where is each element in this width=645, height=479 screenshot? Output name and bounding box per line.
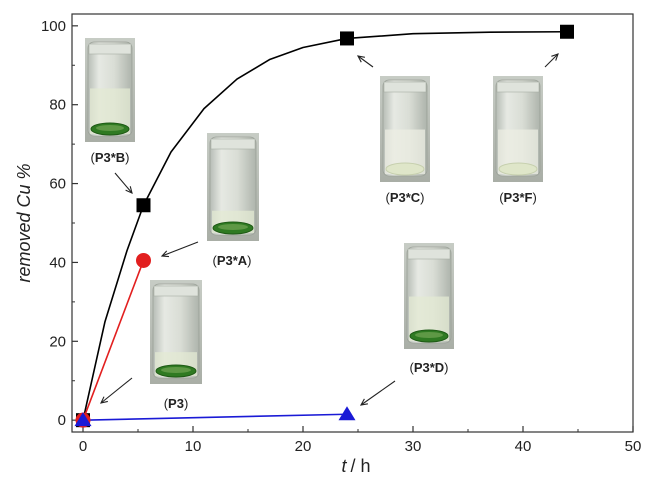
label-p3b: (P3*B) (90, 150, 129, 165)
series-line-1 (82, 30, 568, 421)
vial-neck (496, 81, 540, 93)
data-point-s2-2 (136, 252, 151, 268)
arrow-p3a (160, 241, 199, 258)
x-axis-unit: / h (351, 456, 371, 476)
label-p3f: (P3*F) (499, 190, 537, 205)
vial-p3b (85, 38, 135, 142)
vial-neck (210, 138, 256, 150)
y-tick-label: 100 (41, 18, 66, 35)
vial-precipitate (385, 162, 425, 176)
label-p3d: (P3*D) (409, 360, 448, 375)
arrow-shaft (114, 172, 133, 194)
series-line-2 (82, 260, 145, 421)
vial-photos: (P3*B) (P3*A) (P3) (P3*C) (P3*F) (P3*D) (85, 38, 543, 411)
vial-p3c (380, 76, 430, 182)
vial-highlight (96, 125, 124, 131)
label-p3: (P3) (164, 396, 189, 411)
arrow-p3d (359, 380, 396, 406)
series-lines (82, 30, 568, 421)
arrow-head (356, 55, 365, 63)
x-tick-label: 40 (515, 438, 532, 455)
arrow-head (100, 396, 108, 404)
x-axis-label: t / h (341, 456, 370, 476)
vial-p3 (150, 280, 202, 384)
x-axis-variable: t (341, 456, 347, 476)
vial-neck (153, 285, 199, 297)
vial-p3f (493, 76, 543, 182)
y-tick-label: 0 (58, 412, 66, 429)
arrow-p3b (114, 172, 133, 194)
vial-glass (209, 136, 257, 236)
arrow-shaft (544, 53, 559, 68)
x-tick-label: 30 (405, 438, 422, 455)
data-point-s3-1 (74, 412, 92, 427)
arrow-p3 (100, 377, 133, 404)
axis-ticks: 0 10 20 30 40 50 0 20 40 60 80 100 (41, 18, 641, 455)
vial-neck (407, 248, 451, 260)
arrow-shaft (100, 377, 133, 404)
x-tick-label: 20 (295, 438, 312, 455)
vial-neck (383, 81, 427, 93)
arrow-p3f (544, 53, 559, 68)
label-p3a: (P3*A) (212, 253, 251, 268)
data-point-s1-3 (340, 31, 354, 46)
y-axis-label: removed Cu % (14, 163, 34, 282)
y-tick-label: 40 (49, 254, 66, 271)
x-tick-label: 0 (79, 438, 87, 455)
data-point-s3-2 (338, 406, 356, 421)
arrow-p3c (356, 55, 374, 68)
x-tick-label: 50 (625, 438, 642, 455)
vial-p3a (207, 133, 259, 241)
arrow-head (125, 186, 133, 194)
y-tick-label: 60 (49, 176, 66, 193)
vial-precipitate (498, 162, 538, 176)
arrow-head (160, 250, 170, 258)
data-point-s1-4 (560, 24, 574, 39)
arrow-shaft (360, 380, 396, 406)
vial-neck (88, 43, 132, 55)
y-tick-label: 80 (49, 97, 66, 114)
x-tick-label: 10 (185, 438, 202, 455)
data-point-s1-2 (136, 198, 151, 213)
arrow-head (359, 398, 368, 406)
vial-highlight (415, 332, 443, 338)
vial-highlight (218, 224, 248, 230)
series-line-3 (82, 413, 348, 421)
data-markers (74, 24, 574, 428)
label-p3c: (P3*C) (385, 190, 424, 205)
arrow-shaft (357, 55, 374, 68)
y-tick-label: 20 (49, 333, 66, 350)
vial-highlight (161, 367, 191, 373)
annotation-arrows (100, 53, 559, 406)
arrow-shaft (161, 241, 199, 257)
vial-p3d (404, 243, 454, 349)
arrow-head (551, 53, 559, 61)
